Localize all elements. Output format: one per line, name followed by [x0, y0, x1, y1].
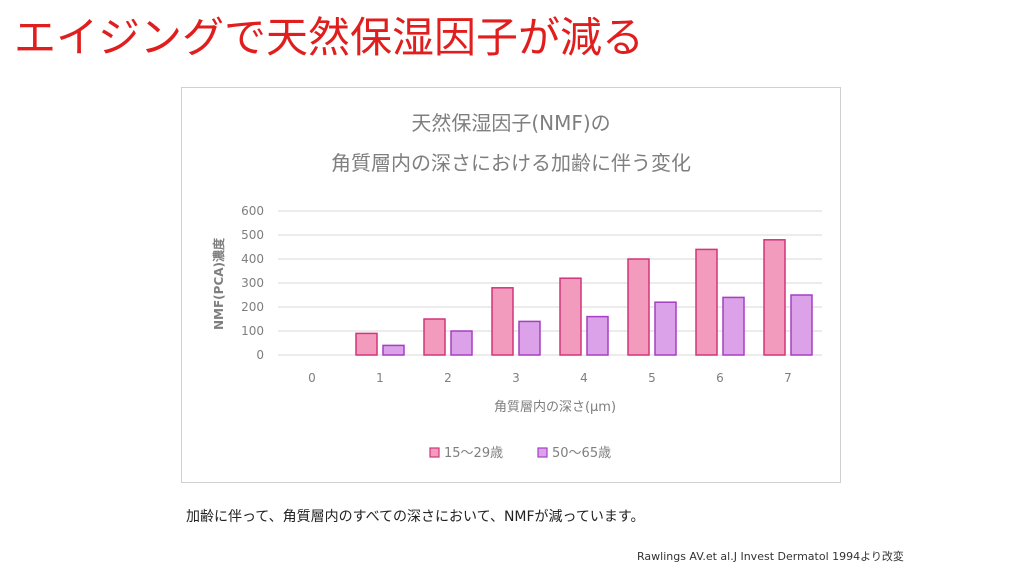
caption-text: 加齢に伴って、角質層内のすべての深さにおいて、NMFが減っています。: [186, 509, 645, 525]
chart-frame: 天然保湿因子(NMF)の 角質層内の深さにおける加齢に伴う変化 0 100 200 3…: [181, 87, 841, 483]
x-tick-label: 7: [784, 371, 792, 385]
x-tick-label: 3: [512, 371, 520, 385]
bar-series-1: [763, 239, 786, 356]
x-tick-label: 0: [308, 371, 316, 385]
source-citation: Rawlings AV.et al.J Invest Dermatol 1994…: [637, 550, 904, 563]
bar-series-1: [491, 287, 514, 356]
bar-series-2: [654, 301, 677, 356]
bar-series-2: [790, 294, 813, 356]
y-axis-label: NMF(PCA)濃度: [211, 237, 226, 330]
bar-series-1: [423, 318, 446, 356]
x-tick-label: 6: [716, 371, 724, 385]
x-tick-label: 5: [648, 371, 656, 385]
bar-series-1: [355, 332, 378, 356]
y-tick-label: 500: [241, 228, 264, 242]
chart-title-line-2: 角質層内の深さにおける加齢に伴う変化: [331, 151, 691, 175]
y-tick-label: 600: [241, 204, 264, 218]
legend-label-series-1: 15〜29歳: [444, 446, 503, 461]
x-tick-label: 4: [580, 371, 588, 385]
bar-series-1: [627, 258, 650, 356]
chart-title-line-1: 天然保湿因子(NMF)の: [411, 111, 610, 135]
bar-series-2: [586, 315, 609, 356]
slide-title: エイジングで天然保湿因子が減る: [14, 13, 645, 62]
y-tick-label: 300: [241, 276, 264, 290]
bar-series-2: [518, 320, 541, 356]
y-tick-label: 200: [241, 300, 264, 314]
bar-series-1: [559, 277, 582, 356]
y-tick-label: 100: [241, 324, 264, 338]
bar-series-2: [382, 344, 405, 356]
x-axis-label: 角質層内の深さ(μm): [494, 399, 616, 415]
y-tick-label: 400: [241, 252, 264, 266]
nmf-bar-chart: 天然保湿因子(NMF)の 角質層内の深さにおける加齢に伴う変化 0 100 200 3…: [211, 111, 822, 461]
bar-series-2: [722, 296, 745, 356]
legend-label-series-2: 50〜65歳: [552, 446, 611, 461]
bar-series-1: [695, 248, 718, 356]
x-tick-label: 2: [444, 371, 452, 385]
legend-swatch-series-2: [537, 447, 548, 458]
x-tick-label: 1: [376, 371, 384, 385]
y-tick-label: 0: [256, 348, 264, 362]
bar-series-2: [450, 330, 473, 356]
legend-swatch-series-1: [429, 447, 440, 458]
